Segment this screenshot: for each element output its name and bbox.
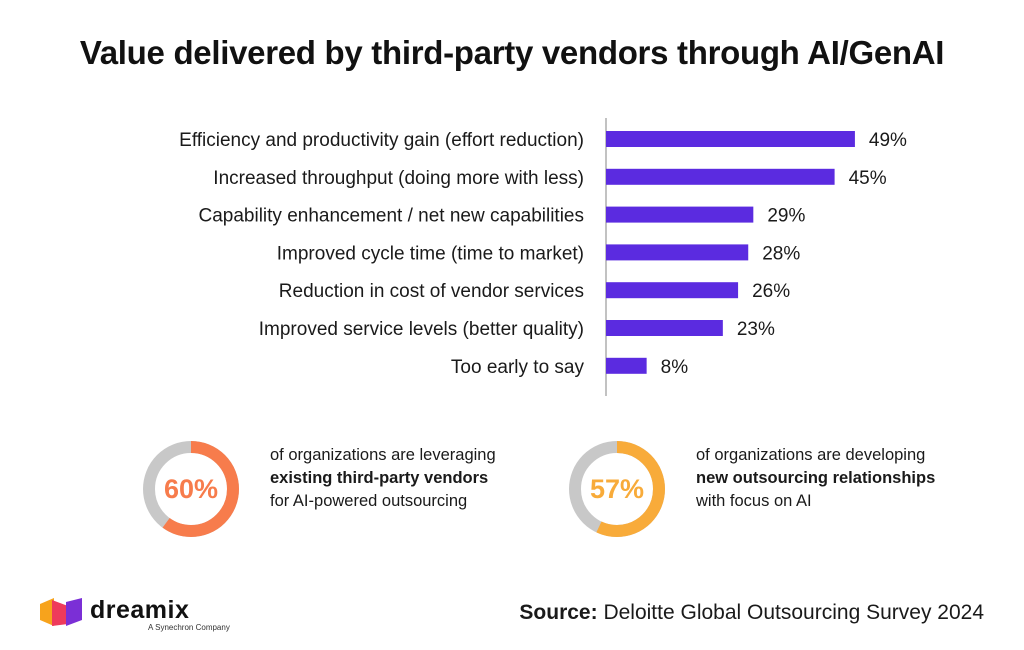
stat-line-1: of organizations are developing xyxy=(696,446,926,464)
bar xyxy=(606,244,749,261)
stat-line-3: with focus on AI xyxy=(696,492,812,510)
donut-60 xyxy=(143,441,239,537)
category-label: Too early to say xyxy=(451,357,585,378)
stat-percent: 57% xyxy=(589,474,645,504)
category-label: Increased throughput (doing more with le… xyxy=(213,168,584,189)
bar xyxy=(606,357,647,374)
stat-existing-vendors: 60% of organizations are leveraging exis… xyxy=(142,440,572,540)
category-label: Capability enhancement / net new capabil… xyxy=(198,206,584,227)
stat-new-relationships: 57% of organizations are developing new … xyxy=(568,440,998,540)
value-label: 28% xyxy=(762,243,800,264)
donut-progress xyxy=(143,441,239,537)
category-label: Improved cycle time (time to market) xyxy=(277,243,584,264)
donut-57 xyxy=(569,441,665,537)
stat-line-2: existing third-party vendors xyxy=(270,469,489,487)
logo-wordmark: dreamix xyxy=(90,596,190,624)
bar xyxy=(606,320,723,336)
category-label: Reduction in cost of vendor services xyxy=(279,281,584,302)
stat-line-2: new outsourcing relationships xyxy=(696,469,936,487)
value-label: 26% xyxy=(752,281,790,302)
stat-percent: 60% xyxy=(163,474,219,504)
value-label: 49% xyxy=(869,130,907,151)
bar xyxy=(606,206,754,223)
value-label: 8% xyxy=(661,357,689,378)
bars-group: Efficiency and productivity gain (effort… xyxy=(179,130,907,378)
value-label: 45% xyxy=(849,168,887,189)
bar xyxy=(606,282,739,299)
dreamix-logo: dreamix A Synechron Company xyxy=(38,596,238,636)
bar xyxy=(606,168,835,185)
stat-line-3: for AI-powered outsourcing xyxy=(270,492,468,510)
page-title: Value delivered by third-party vendors t… xyxy=(79,34,945,71)
bar-chart: Efficiency and productivity gain (effort… xyxy=(179,118,907,396)
source-key: Source: xyxy=(519,601,598,624)
value-label: 29% xyxy=(767,206,805,227)
donut-progress xyxy=(569,441,665,537)
logo-tagline: A Synechron Company xyxy=(148,623,230,632)
source-note: Source: Deloitte Global Outsourcing Surv… xyxy=(519,601,984,625)
bar xyxy=(606,131,855,147)
stat-line-1: of organizations are leveraging xyxy=(270,446,496,464)
value-label: 23% xyxy=(737,319,775,340)
stat-description: of organizations are leveraging existing… xyxy=(270,444,570,513)
stat-description: of organizations are developing new outs… xyxy=(696,444,996,513)
category-label: Efficiency and productivity gain (effort… xyxy=(179,130,584,151)
category-label: Improved service levels (better quality) xyxy=(259,319,584,340)
dreamix-mark-icon xyxy=(40,598,82,626)
source-text: Deloitte Global Outsourcing Survey 2024 xyxy=(603,601,984,624)
